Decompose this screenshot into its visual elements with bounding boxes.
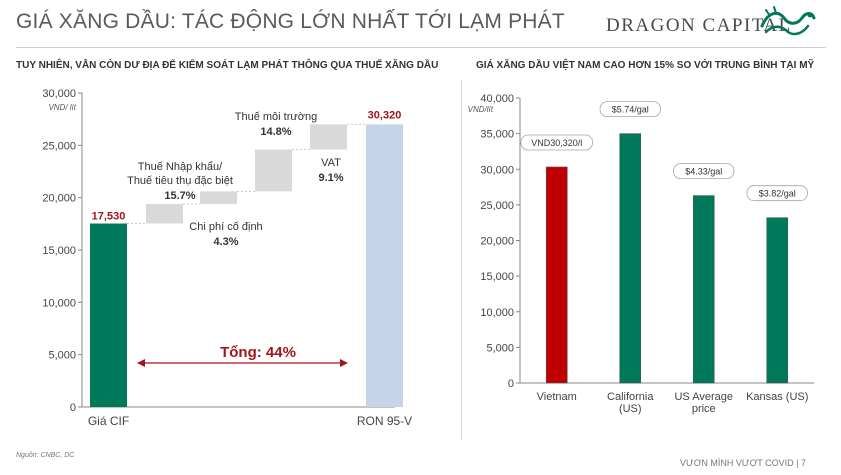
y-tick-label: 25,000 — [42, 140, 76, 152]
step-bar — [200, 191, 237, 204]
y-tick-label: 5,000 — [48, 350, 76, 362]
data-label-bubble — [520, 134, 593, 151]
y-tick-label: 5,000 — [486, 342, 514, 354]
data-label: 17,530 — [92, 211, 126, 223]
step-label: VAT — [321, 157, 341, 169]
total-annotation: Tổng: 44% — [220, 344, 296, 361]
y-tick-label: 0 — [70, 402, 76, 414]
y-tick-label: 30,000 — [480, 164, 514, 176]
step-bar — [310, 124, 347, 150]
y-tick-label: 10,000 — [42, 297, 76, 309]
y-tick-label: 30,000 — [42, 88, 76, 100]
y-unit-label: VND/ lít — [48, 103, 76, 112]
y-tick-label: 25,000 — [480, 200, 514, 212]
arrow-left-icon — [137, 359, 145, 367]
total-bar — [90, 223, 127, 407]
page-title: GIÁ XĂNG DẦU: TÁC ĐỘNG LỚN NHẤT TỚI LẠM … — [16, 10, 565, 33]
step-pct-label: 14.8% — [260, 126, 291, 138]
logo-text: DRAGON CAPITAL — [606, 15, 792, 36]
data-label: 30,320 — [368, 109, 402, 121]
bar — [692, 195, 715, 384]
y-tick-label: 20,000 — [42, 193, 76, 205]
data-label: $4.33/gal — [685, 167, 722, 177]
dragon-logo-icon — [760, 6, 816, 36]
bar — [545, 166, 568, 384]
right-chart-title: GIÁ XĂNG DẦU VIỆT NAM CAO HƠN 15% SO VỚI… — [476, 60, 815, 71]
data-label: $3.82/gal — [759, 189, 796, 199]
step-label: Thuế tiêu thụ đặc biệt — [127, 175, 233, 187]
x-tick-label: Giá CIF — [88, 414, 129, 428]
bar — [619, 133, 642, 384]
y-tick-label: 40,000 — [480, 93, 514, 105]
step-pct-label: 9.1% — [318, 172, 343, 184]
panel-divider — [461, 80, 462, 440]
x-tick-label: US Average — [674, 391, 733, 403]
data-label-bubble — [746, 185, 808, 202]
source-note: Nguồn: CNBC, DC — [16, 452, 75, 459]
data-label-bubble — [599, 101, 661, 118]
step-label: Thuế môi trường — [235, 111, 317, 123]
x-tick-label: price — [692, 403, 716, 415]
step-pct-label: 4.3% — [213, 236, 238, 248]
left-chart-title: TUY NHIÊN, VẪN CÒN DƯ ĐỊA ĐỂ KIỂM SOÁT L… — [16, 60, 439, 71]
arrow-right-icon — [340, 359, 348, 367]
price-comparison-chart: 0 5,000 10,000 15,000 20,000 25,000 30,000 35,0… — [468, 93, 814, 415]
bar — [766, 217, 789, 384]
y-unit-label: VND/lít — [468, 105, 494, 114]
data-label-bubble — [673, 163, 735, 180]
step-label: Chi phí cố định — [189, 221, 262, 233]
step-bar — [255, 149, 292, 192]
step-pct-label: 15.7% — [164, 190, 195, 202]
step-bar — [146, 203, 183, 224]
data-label: $5.74/gal — [612, 105, 649, 115]
x-tick-label: Vietnam — [537, 391, 577, 403]
y-tick-label: 20,000 — [480, 236, 514, 248]
footer-text: VƯƠN MÌNH VƯỢT COVID | 7 — [680, 458, 806, 468]
title-divider — [16, 47, 826, 48]
y-tick-label: 35,000 — [480, 129, 514, 141]
y-tick-label: 0 — [508, 378, 514, 390]
logo: DRAGON CAPITAL — [600, 4, 830, 44]
step-label: Thuế Nhập khẩu/ — [138, 161, 223, 173]
x-tick-label: California — [607, 391, 654, 403]
x-tick-label: RON 95-V — [357, 414, 412, 428]
y-tick-label: 15,000 — [42, 245, 76, 257]
total-bar — [366, 124, 403, 408]
x-tick-label: (US) — [619, 403, 642, 415]
data-label: VND30,320/l — [531, 138, 582, 148]
y-tick-label: 10,000 — [480, 307, 514, 319]
waterfall-chart: 0 5,000 10,000 15,000 20,000 25,000 30,000 VND/… — [42, 88, 412, 428]
x-tick-label: Kansas (US) — [746, 391, 808, 403]
y-tick-label: 15,000 — [480, 271, 514, 283]
